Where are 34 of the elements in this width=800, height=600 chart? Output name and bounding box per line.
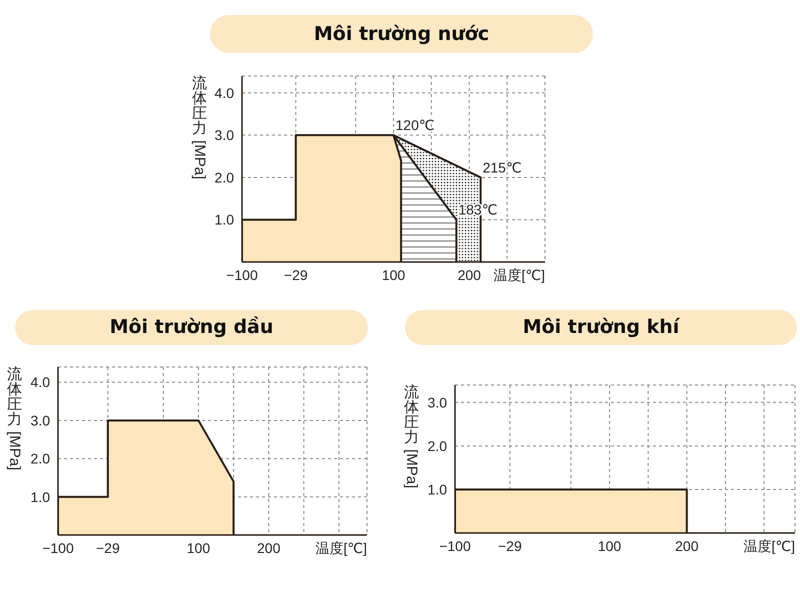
y-tick-label: 4.0 (30, 374, 50, 390)
chart-title: Môi trường khí (522, 316, 680, 338)
x-tick-label: 200 (675, 538, 699, 554)
y-axis-title: 流体圧力 [MPa] (6, 366, 23, 470)
x-axis-title: 温度[℃] (743, 538, 795, 554)
y-tick-label: 3.0 (214, 127, 234, 144)
y-tick-label: 2.0 (30, 450, 50, 467)
x-tick-label: −100 (42, 540, 74, 556)
x-tick-label: 200 (257, 540, 281, 556)
x-tick-label: 100 (382, 266, 406, 283)
y-axis-title: 流体圧力 [MPa] (403, 384, 420, 488)
y-tick-label: 1.0 (214, 212, 234, 228)
y-axis-title: 流体圧力 [MPa] (191, 75, 208, 180)
x-tick-label: 100 (186, 540, 210, 556)
y-tick-label: 2.0 (214, 169, 234, 186)
annotation: 120℃ (396, 117, 435, 134)
y-tick-label: 1.0 (30, 488, 50, 505)
x-tick-label: −29 (96, 540, 120, 556)
x-tick-label: 200 (458, 266, 482, 283)
x-axis-title: 温度[℃] (315, 540, 367, 556)
x-tick-label: −29 (498, 538, 522, 554)
y-tick-label: 4.0 (214, 84, 234, 101)
x-tick-label: −100 (439, 538, 471, 554)
y-tick-label: 2.0 (428, 438, 448, 454)
x-tick-label: −29 (284, 266, 308, 283)
annotation: 215℃ (482, 159, 522, 176)
chart-title: Môi trường nước (314, 22, 490, 45)
x-tick-label: 100 (598, 538, 622, 554)
y-tick-label: 3.0 (30, 412, 50, 428)
y-tick-label: 1.0 (428, 481, 448, 498)
y-tick-label: 3.0 (428, 394, 448, 410)
chart-title: Môi trường dầu (110, 316, 274, 338)
x-tick-label: −100 (226, 266, 258, 283)
x-axis-title: 温度[℃] (493, 267, 545, 283)
